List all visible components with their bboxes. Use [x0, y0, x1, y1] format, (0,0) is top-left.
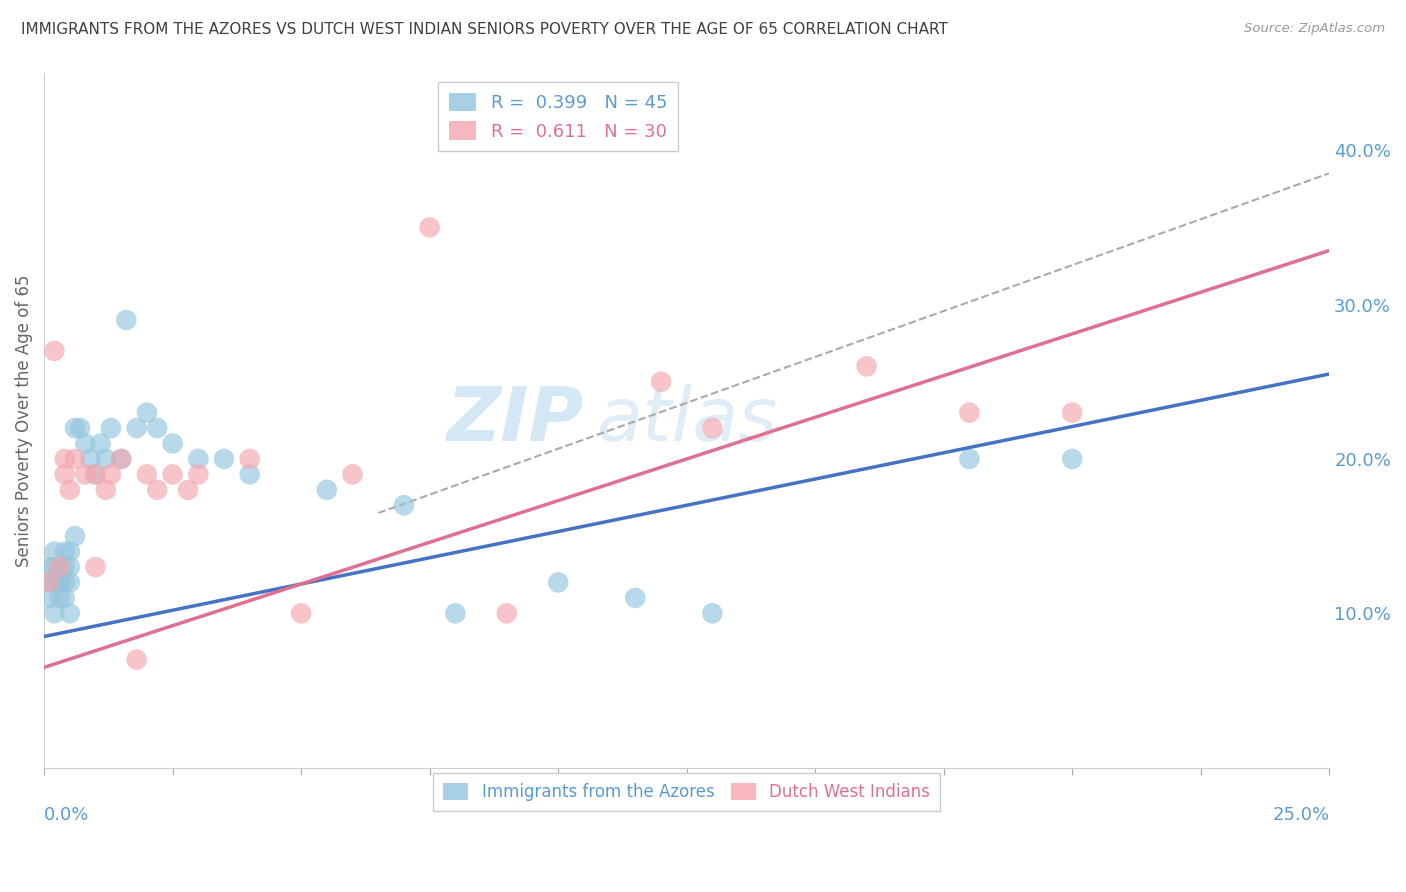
Point	[110, 452, 132, 467]
Point	[342, 467, 364, 482]
Point	[69, 421, 91, 435]
Point	[702, 607, 724, 621]
Point	[38, 575, 60, 590]
Point	[48, 591, 70, 605]
Point	[547, 128, 569, 142]
Point	[59, 544, 82, 558]
Point	[53, 591, 76, 605]
Point	[444, 607, 467, 621]
Text: ZIP: ZIP	[447, 384, 583, 457]
Point	[53, 467, 76, 482]
Point	[53, 560, 76, 574]
Point	[115, 313, 138, 327]
Point	[125, 653, 148, 667]
Point	[650, 375, 672, 389]
Point	[38, 560, 60, 574]
Point	[315, 483, 337, 497]
Point	[547, 575, 569, 590]
Point	[94, 483, 117, 497]
Text: IMMIGRANTS FROM THE AZORES VS DUTCH WEST INDIAN SENIORS POVERTY OVER THE AGE OF : IMMIGRANTS FROM THE AZORES VS DUTCH WEST…	[21, 22, 948, 37]
Point	[125, 421, 148, 435]
Text: Source: ZipAtlas.com: Source: ZipAtlas.com	[1244, 22, 1385, 36]
Point	[44, 575, 66, 590]
Point	[855, 359, 877, 374]
Point	[38, 591, 60, 605]
Point	[94, 452, 117, 467]
Text: 0.0%: 0.0%	[44, 805, 90, 824]
Point	[90, 436, 112, 450]
Point	[48, 575, 70, 590]
Y-axis label: Seniors Poverty Over the Age of 65: Seniors Poverty Over the Age of 65	[15, 274, 32, 566]
Point	[290, 607, 312, 621]
Point	[53, 575, 76, 590]
Point	[53, 452, 76, 467]
Point	[44, 544, 66, 558]
Point	[212, 452, 235, 467]
Legend: Immigrants from the Azores, Dutch West Indians: Immigrants from the Azores, Dutch West I…	[433, 773, 941, 812]
Point	[44, 560, 66, 574]
Text: atlas: atlas	[596, 384, 778, 457]
Point	[75, 467, 97, 482]
Point	[162, 436, 184, 450]
Point	[239, 452, 262, 467]
Point	[110, 452, 132, 467]
Point	[495, 607, 517, 621]
Point	[1062, 452, 1084, 467]
Point	[100, 421, 122, 435]
Point	[162, 467, 184, 482]
Point	[1062, 406, 1084, 420]
Point	[59, 575, 82, 590]
Point	[957, 406, 980, 420]
Point	[59, 483, 82, 497]
Point	[63, 452, 86, 467]
Point	[624, 591, 647, 605]
Point	[59, 607, 82, 621]
Point	[702, 421, 724, 435]
Point	[48, 575, 70, 590]
Point	[239, 467, 262, 482]
Point	[135, 406, 157, 420]
Point	[84, 560, 107, 574]
Point	[79, 452, 101, 467]
Point	[84, 467, 107, 482]
Point	[84, 467, 107, 482]
Point	[146, 421, 169, 435]
Point	[392, 498, 415, 512]
Point	[177, 483, 200, 497]
Point	[48, 560, 70, 574]
Point	[957, 452, 980, 467]
Text: 25.0%: 25.0%	[1272, 805, 1329, 824]
Point	[63, 421, 86, 435]
Point	[419, 220, 441, 235]
Point	[100, 467, 122, 482]
Point	[44, 343, 66, 358]
Point	[48, 560, 70, 574]
Point	[146, 483, 169, 497]
Point	[44, 607, 66, 621]
Point	[187, 467, 209, 482]
Point	[38, 575, 60, 590]
Point	[59, 560, 82, 574]
Point	[75, 436, 97, 450]
Point	[135, 467, 157, 482]
Point	[187, 452, 209, 467]
Point	[63, 529, 86, 543]
Point	[53, 544, 76, 558]
